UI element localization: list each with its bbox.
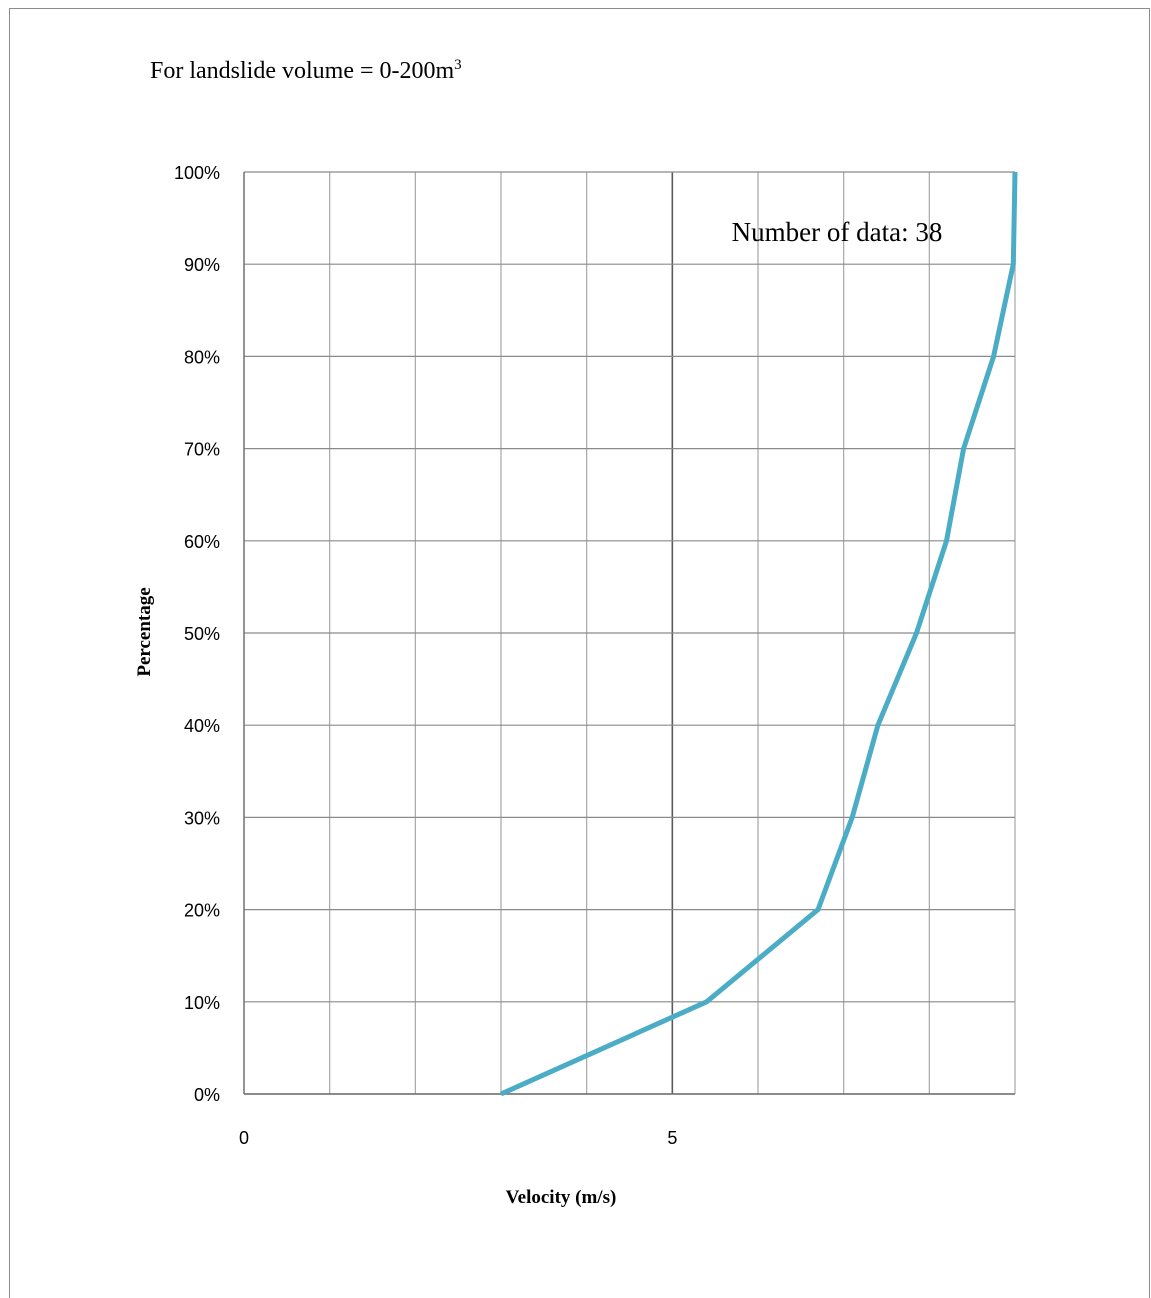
- y-tick-label: 100%: [174, 163, 220, 183]
- y-tick-label: 70%: [184, 440, 220, 460]
- y-tick-label: 80%: [184, 347, 220, 367]
- tick-label-layer: 0% 10% 20% 30% 40% 50% 60% 70% 80% 90% 100% 0 5: [174, 163, 677, 1148]
- y-tick-label: 20%: [184, 901, 220, 921]
- cumulative-velocity-line: [499, 171, 1018, 1097]
- x-axis-title: Velocity (m/s): [506, 1187, 617, 1208]
- caption-superscript: 3: [454, 57, 462, 73]
- y-tick-label: 50%: [184, 624, 220, 644]
- figure-frame: [9, 8, 1150, 1298]
- y-tick-label: 90%: [184, 255, 220, 275]
- y-tick-label: 30%: [184, 808, 220, 828]
- x-tick-label: 0: [239, 1128, 249, 1148]
- caption-text: For landslide volume = 0-200m: [150, 58, 455, 84]
- y-tick-label: 10%: [184, 993, 220, 1013]
- x-tick-label: 5: [667, 1128, 677, 1148]
- series-layer: [499, 171, 1018, 1097]
- y-tick-label: 40%: [184, 716, 220, 736]
- y-axis-title: Percentage: [134, 587, 155, 676]
- y-tick-label: 60%: [184, 532, 220, 552]
- figure-caption: For landslide volume = 0-200m3: [150, 58, 462, 85]
- number-of-data-annotation: Number of data: 38: [732, 217, 943, 247]
- grid-layer: [243, 171, 1016, 1095]
- y-tick-label: 0%: [194, 1085, 220, 1105]
